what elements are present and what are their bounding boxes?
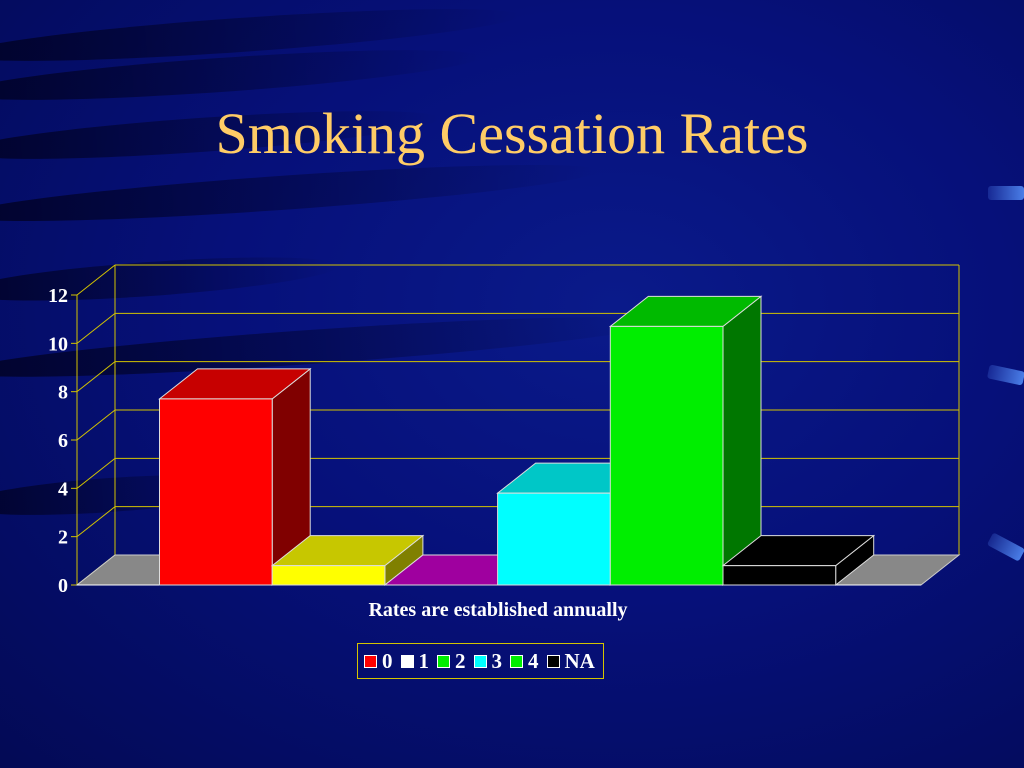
y-tick-label: 12 <box>48 285 68 307</box>
legend-entry-2: 2 <box>437 649 466 674</box>
gridline-diagonal <box>76 264 116 296</box>
legend-entry-0: 0 <box>364 649 393 674</box>
slide-title: Smoking Cessation Rates <box>215 101 809 166</box>
legend-entry-1: 1 <box>400 648 430 674</box>
y-tick-label: 2 <box>58 527 68 549</box>
legend-label: NA <box>564 648 595 673</box>
bar-front-0 <box>159 398 273 586</box>
y-tick-label: 10 <box>48 333 68 355</box>
bar-front-4 <box>609 325 724 586</box>
legend-label: 3 <box>491 648 503 673</box>
legend-swatch <box>473 654 487 668</box>
y-tick-label: 6 <box>58 430 68 452</box>
y-tick-label: 8 <box>58 382 68 404</box>
legend-label: 4 <box>528 648 539 673</box>
legend-label: 2 <box>455 648 466 673</box>
x-axis-title: Rates are established annually <box>368 599 627 621</box>
bar-4 <box>608 295 763 587</box>
gridline-diagonal <box>76 457 116 489</box>
bar-front-1 <box>271 565 386 586</box>
legend-entry-NA: NA <box>546 648 595 674</box>
legend-swatch <box>510 654 523 668</box>
accent-bar-top <box>988 186 1024 200</box>
gridline-diagonal <box>76 506 116 538</box>
gridline-diagonal <box>76 409 116 441</box>
bar-front-3 <box>497 492 611 586</box>
chart-legend: 0 1 2 3 4 NA <box>357 643 604 679</box>
gridline-diagonal <box>76 312 116 344</box>
bar-0 <box>158 367 312 587</box>
gridline-diagonal <box>76 361 116 393</box>
chart-bars <box>158 295 876 587</box>
y-tick-label: 4 <box>58 478 68 500</box>
legend-label: 0 <box>382 648 393 673</box>
legend-swatch <box>364 654 377 668</box>
bar-1 <box>270 534 425 587</box>
legend-swatch <box>546 654 560 668</box>
bar-NA <box>721 534 876 587</box>
legend-swatch <box>400 654 414 668</box>
y-tick-label: 0 <box>58 575 68 597</box>
legend-entry-3: 3 <box>473 648 503 674</box>
legend-label: 1 <box>418 648 430 673</box>
y-axis-ticks: 0 2 4 6 8 10 12 <box>48 285 68 597</box>
legend-swatch <box>437 654 450 668</box>
bar-front-NA <box>722 565 837 586</box>
legend-entry-4: 4 <box>510 649 539 674</box>
